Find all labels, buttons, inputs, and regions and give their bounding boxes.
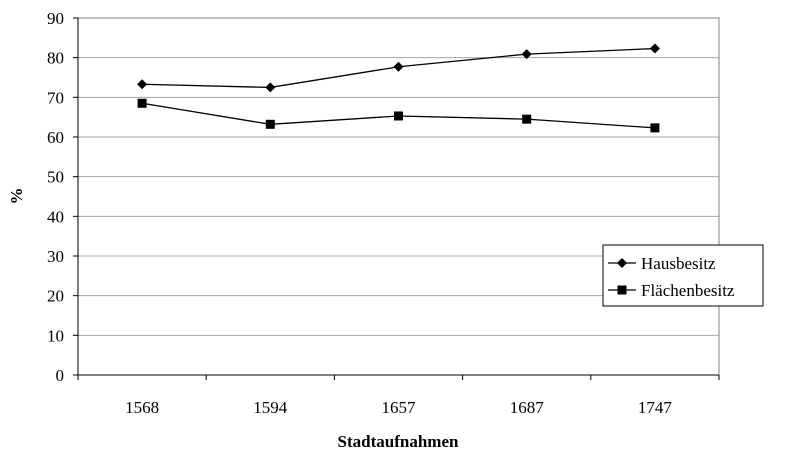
data-point bbox=[649, 43, 660, 54]
x-tick-label: 1687 bbox=[510, 398, 545, 417]
y-tick-label: 40 bbox=[47, 207, 64, 226]
legend-label: Flächenbesitz bbox=[641, 281, 735, 300]
y-tick-label: 0 bbox=[56, 366, 65, 385]
x-tick-label: 1594 bbox=[253, 398, 288, 417]
y-tick-label: 60 bbox=[47, 128, 64, 147]
x-tick-label: 1747 bbox=[638, 398, 673, 417]
data-point bbox=[137, 79, 148, 90]
data-point bbox=[265, 119, 275, 129]
legend-marker bbox=[617, 258, 627, 268]
x-tick-label: 1568 bbox=[125, 398, 159, 417]
x-axis: 1568 1594 1657 1687 1747 bbox=[77, 374, 720, 417]
x-axis-title: Stadtaufnahmen bbox=[338, 432, 459, 451]
y-tick-label: 50 bbox=[47, 168, 64, 187]
series-group bbox=[137, 43, 660, 133]
y-tick-label: 30 bbox=[47, 247, 64, 266]
legend-label: Hausbesitz bbox=[641, 254, 716, 273]
series-1 bbox=[137, 98, 660, 133]
series-0 bbox=[137, 43, 660, 93]
x-tick-label: 1657 bbox=[382, 398, 417, 417]
legend-frame bbox=[602, 244, 764, 307]
y-tick-label: 10 bbox=[47, 326, 64, 345]
y-tick-label: 20 bbox=[47, 287, 64, 306]
data-point bbox=[650, 123, 660, 133]
y-tick-label: 70 bbox=[47, 88, 64, 107]
y-axis: 0 10 20 30 40 50 60 70 80 90 bbox=[47, 9, 79, 385]
data-point bbox=[393, 61, 404, 72]
data-point bbox=[137, 98, 147, 108]
data-point bbox=[521, 49, 532, 60]
y-tick-label: 90 bbox=[47, 9, 64, 28]
data-point bbox=[522, 114, 532, 124]
data-point bbox=[394, 111, 403, 121]
data-point bbox=[265, 82, 276, 93]
legend: Hausbesitz Flächenbesitz bbox=[602, 244, 764, 307]
y-tick-label: 80 bbox=[47, 49, 64, 68]
legend-marker bbox=[617, 285, 627, 295]
y-axis-title: % bbox=[7, 188, 26, 205]
